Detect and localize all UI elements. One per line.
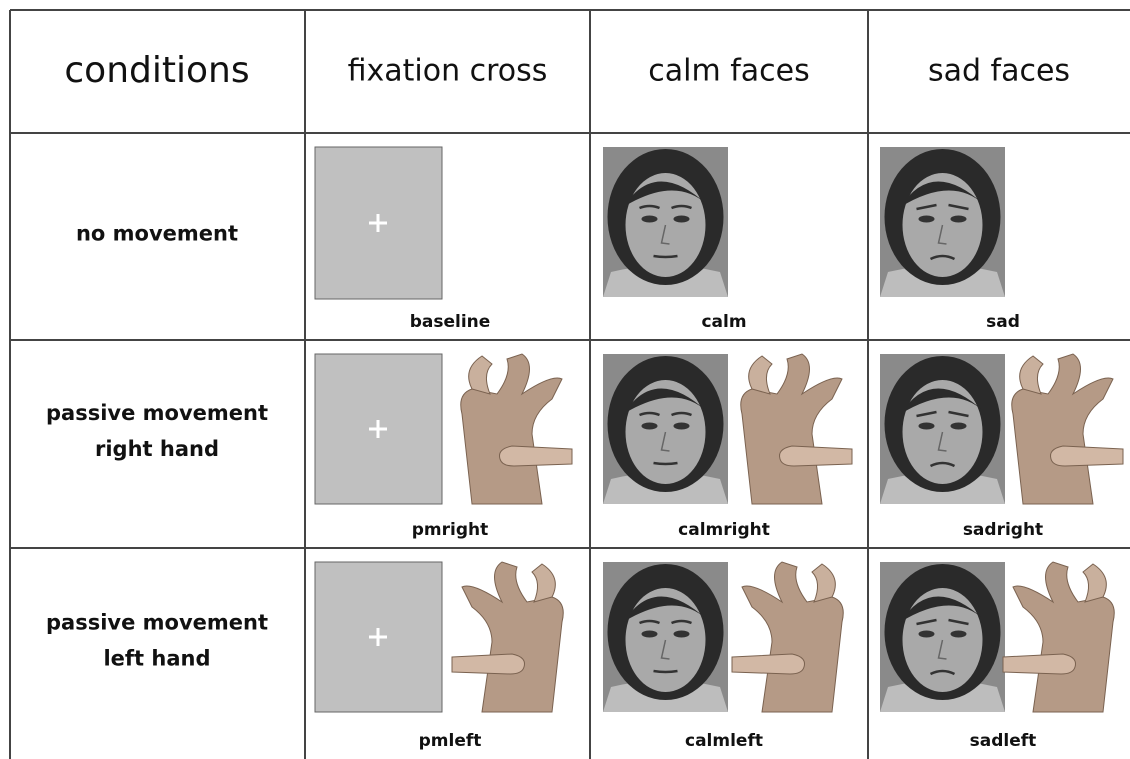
eye [674, 216, 690, 223]
eye [951, 216, 967, 223]
helper-hand [1051, 446, 1124, 466]
row-label: left hand [103, 647, 210, 671]
calm-face-image [603, 147, 728, 297]
mouth [654, 671, 678, 672]
fixation-image [315, 562, 442, 712]
eye [674, 631, 690, 638]
row-label: no movement [76, 222, 238, 246]
fingers [532, 564, 555, 602]
eye [919, 216, 935, 223]
eye [919, 631, 935, 638]
fingers [1020, 356, 1043, 394]
caption: sadright [963, 520, 1043, 540]
calm-face-image [603, 562, 728, 712]
helper-hand [1003, 654, 1076, 674]
helper-hand [732, 654, 805, 674]
caption: sadleft [970, 731, 1037, 751]
hand-image [452, 562, 563, 712]
fingers [812, 564, 835, 602]
fingers [469, 356, 492, 394]
eye [642, 631, 658, 638]
caption: baseline [410, 312, 491, 332]
column-header: fixation cross [348, 54, 548, 89]
row-label: passive movement [46, 611, 268, 635]
eye [919, 423, 935, 430]
hand-image [1012, 354, 1123, 504]
caption: calmleft [685, 731, 763, 751]
helper-hand [500, 446, 573, 466]
eye [642, 423, 658, 430]
page: {"table": { "header": ["conditions", "fi… [0, 0, 1130, 759]
eye [951, 631, 967, 638]
sad-face-image [880, 147, 1005, 297]
caption: calmright [678, 520, 770, 540]
hand-image [732, 562, 843, 712]
conditions-table: conditions fixation cross calm faces sad fa… [0, 0, 1130, 759]
fingers [749, 356, 772, 394]
row-label: passive movement [46, 401, 268, 425]
eye [642, 216, 658, 223]
fingers [1083, 564, 1106, 602]
calm-face-image [603, 354, 728, 504]
helper-hand [780, 446, 853, 466]
caption: sad [986, 312, 1020, 332]
column-header: calm faces [648, 54, 810, 89]
column-header: conditions [64, 50, 249, 91]
row-label: right hand [95, 437, 219, 461]
hand-image [1003, 562, 1114, 712]
column-header: sad faces [928, 54, 1070, 89]
sad-face-image [880, 562, 1005, 712]
hand-image [741, 354, 852, 504]
eye [674, 423, 690, 430]
mouth [654, 256, 678, 257]
mouth [654, 463, 678, 464]
caption: calm [701, 312, 746, 332]
caption: pmleft [419, 731, 482, 751]
fixation-image [315, 354, 442, 504]
fixation-image [315, 147, 442, 299]
helper-hand [452, 654, 525, 674]
hand-image [461, 354, 572, 504]
eye [951, 423, 967, 430]
caption: pmright [412, 520, 489, 540]
sad-face-image [880, 354, 1005, 504]
